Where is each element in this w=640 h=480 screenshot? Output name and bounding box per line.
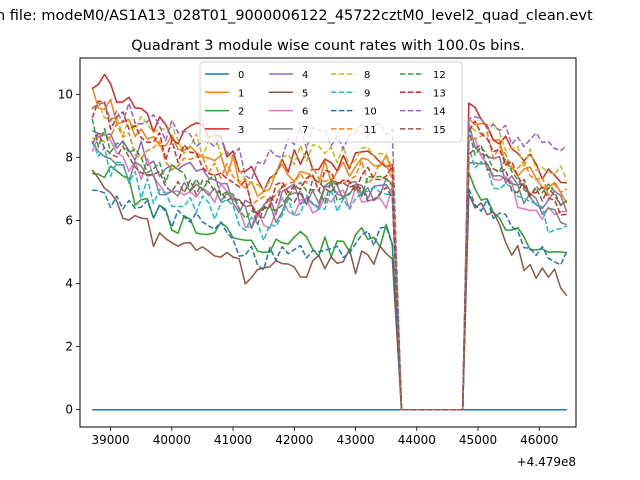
legend-label-2: 2	[238, 107, 244, 118]
y-tick-label: 8	[65, 150, 73, 164]
plot-area-frame	[79, 57, 577, 428]
legend-label-14: 14	[433, 107, 446, 118]
series-line-9	[91, 141, 568, 411]
legend-label-9: 9	[364, 88, 370, 99]
x-tick-label: 46000	[520, 433, 558, 447]
x-tick-label: 39000	[92, 433, 130, 447]
x-axis: 39000 40000 41000 42000 43000 44000 45000 46000	[92, 427, 558, 447]
legend-label-12: 12	[433, 70, 446, 81]
y-tick-label: 2	[65, 340, 73, 354]
series-line-15	[91, 132, 568, 411]
legend-label-6: 6	[302, 107, 308, 118]
series-line-14	[91, 101, 568, 411]
x-tick-label: 44000	[398, 433, 436, 447]
legend-label-0: 0	[238, 70, 244, 81]
chart-title: Quadrant 3 module wise count rates with …	[131, 38, 525, 54]
series-lines	[91, 73, 568, 411]
y-tick-label: 6	[65, 213, 73, 227]
y-axis: 0 2 4 6 8 10	[58, 87, 80, 417]
y-tick-label: 4	[65, 277, 73, 291]
x-axis-offset-label: +4.479e8	[517, 455, 576, 469]
series-line-7	[91, 141, 568, 411]
legend-label-4: 4	[302, 70, 308, 81]
series-line-4	[91, 122, 568, 411]
figure-suptitle: n file: modeM0/AS1A13_028T01_9000006122_…	[0, 8, 593, 24]
legend-label-7: 7	[302, 125, 308, 136]
x-tick-label: 41000	[214, 433, 252, 447]
legend-box	[199, 61, 463, 143]
x-tick-label: 42000	[275, 433, 313, 447]
legend-label-5: 5	[302, 88, 308, 99]
x-tick-label: 43000	[336, 433, 374, 447]
series-line-6	[91, 132, 567, 411]
series-line-2	[92, 165, 567, 411]
legend-label-8: 8	[364, 70, 370, 81]
legend-label-15: 15	[433, 125, 446, 136]
series-line-5	[91, 169, 568, 411]
legend-label-3: 3	[238, 125, 244, 136]
x-tick-label: 45000	[459, 433, 497, 447]
series-line-13	[91, 100, 567, 411]
legend-label-1: 1	[238, 88, 244, 99]
y-tick-label: 10	[58, 87, 73, 101]
series-line-1	[91, 87, 568, 411]
legend-label-13: 13	[433, 88, 446, 99]
legend-label-10: 10	[364, 107, 377, 118]
legend-label-11: 11	[364, 125, 377, 136]
y-tick-label: 0	[65, 403, 73, 417]
series-line-11	[92, 123, 568, 411]
series-line-10	[92, 187, 568, 411]
series-line-3	[91, 73, 567, 411]
x-tick-label: 40000	[153, 433, 191, 447]
